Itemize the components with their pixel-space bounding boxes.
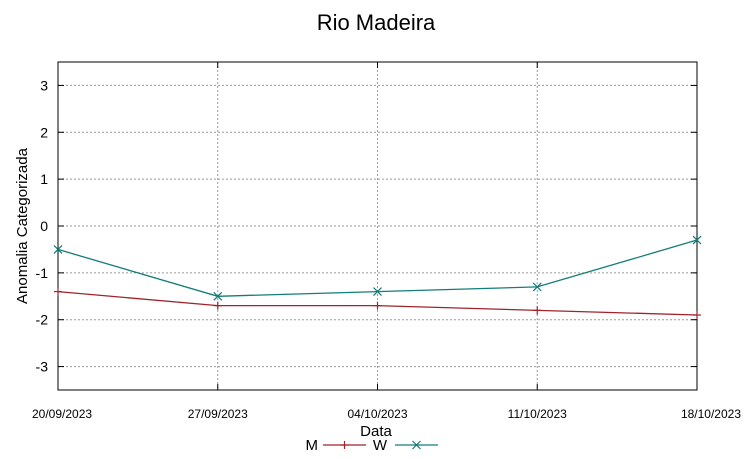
marker-stroke bbox=[53, 245, 63, 254]
x-axis: 20/09/2023 27/09/2023 04/10/2023 11/10/2023… bbox=[32, 62, 741, 421]
marker-stroke bbox=[373, 287, 382, 297]
legend-label-m: M bbox=[306, 437, 319, 454]
y-axis-label: Anomalia Categorizada bbox=[14, 147, 31, 304]
series-w-point bbox=[692, 235, 702, 245]
x-axis-label: Data bbox=[360, 423, 392, 440]
legend-marker-w bbox=[412, 440, 421, 450]
series-w-point bbox=[532, 282, 542, 292]
series-m-point bbox=[693, 311, 701, 320]
chart-title: Rio Madeira bbox=[317, 10, 436, 35]
marker-stroke bbox=[213, 291, 223, 301]
grid-lines bbox=[57, 62, 698, 390]
series-m-point bbox=[213, 301, 222, 310]
series-m bbox=[54, 287, 701, 320]
y-tick-label: 0 bbox=[40, 218, 48, 234]
marker-stroke bbox=[412, 440, 421, 450]
x-tick-label: 11/10/2023 bbox=[508, 407, 567, 421]
marker-stroke bbox=[692, 235, 702, 245]
y-tick-label: -2 bbox=[36, 312, 49, 328]
x-tick-label: 20/09/2023 bbox=[32, 407, 92, 421]
series-w-point bbox=[373, 287, 382, 297]
marker-stroke bbox=[532, 282, 542, 292]
series-layer bbox=[53, 235, 702, 320]
legend-label-w: W bbox=[373, 437, 388, 454]
x-tick-label: 27/09/2023 bbox=[188, 407, 248, 421]
series-m-point bbox=[533, 306, 542, 315]
y-tick-label: 2 bbox=[40, 124, 48, 140]
series-w-point bbox=[213, 291, 223, 301]
y-tick-label: 1 bbox=[40, 171, 48, 187]
series-w bbox=[53, 235, 702, 301]
series-w-point bbox=[53, 245, 63, 254]
x-tick-label: 04/10/2023 bbox=[347, 407, 407, 421]
y-tick-label: -3 bbox=[36, 359, 49, 375]
x-tick-label: 18/10/2023 bbox=[681, 407, 741, 421]
legend-marker-m bbox=[340, 441, 349, 449]
series-m-point bbox=[54, 287, 62, 296]
y-axis: 3 2 1 0 -1 -2 -3 bbox=[36, 77, 697, 375]
y-tick-label: 3 bbox=[40, 77, 48, 93]
series-m-point bbox=[373, 301, 382, 310]
y-tick-label: -1 bbox=[36, 265, 49, 281]
